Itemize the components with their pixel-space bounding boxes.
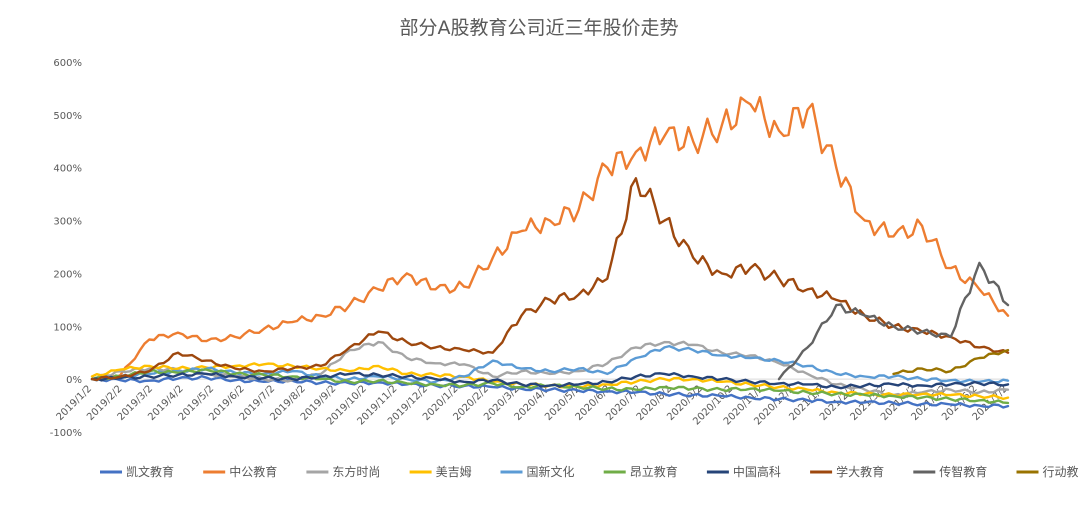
- y-tick-label: 100%: [53, 322, 82, 333]
- legend-item[interactable]: 昂立教育: [604, 464, 678, 479]
- y-tick-label: 500%: [53, 111, 82, 122]
- legend-label: 凯文教育: [126, 464, 174, 479]
- series-line-8: [779, 263, 1008, 379]
- chart-title: 部分A股教育公司近三年股价走势: [400, 17, 679, 39]
- y-tick-label: 200%: [53, 269, 82, 280]
- legend-label: 东方时尚: [332, 464, 380, 479]
- legend-label: 行动教育: [1043, 464, 1079, 479]
- legend-item[interactable]: 中国高科: [707, 464, 781, 479]
- series-lines: [92, 97, 1008, 407]
- series-line-9: [894, 350, 1009, 374]
- y-tick-label: 600%: [53, 58, 82, 69]
- legend-label: 中国高科: [733, 464, 781, 479]
- legend-label: 国新文化: [527, 464, 575, 479]
- legend-item[interactable]: 学大教育: [810, 464, 884, 479]
- series-line-2: [92, 342, 1008, 396]
- legend-label: 学大教育: [836, 464, 884, 479]
- legend-item[interactable]: 凯文教育: [100, 464, 174, 479]
- y-tick-label: 300%: [53, 217, 82, 228]
- legend-label: 中公教育: [229, 464, 277, 479]
- legend-label: 美吉姆: [436, 465, 472, 479]
- legend-label: 传智教育: [939, 464, 987, 479]
- legend-item[interactable]: 中公教育: [203, 464, 277, 479]
- y-tick-label: 0%: [66, 375, 82, 386]
- legend-item[interactable]: 国新文化: [501, 464, 575, 479]
- legend-item[interactable]: 东方时尚: [306, 464, 380, 479]
- y-tick-label: -100%: [50, 428, 82, 439]
- series-line-1: [92, 97, 1008, 380]
- series-line-7: [92, 178, 1008, 380]
- legend-item[interactable]: 传智教育: [913, 464, 987, 479]
- legend-item[interactable]: 行动教育: [1017, 464, 1079, 479]
- legend-item[interactable]: 美吉姆: [410, 465, 472, 479]
- y-tick-label: 400%: [53, 164, 82, 175]
- y-axis: -100% 0% 100% 200% 300% 400% 500% 600%: [50, 58, 82, 439]
- legend-label: 昂立教育: [630, 464, 678, 479]
- legend[interactable]: 凯文教育 中公教育 东方时尚 美吉姆 国新文化 昂立教育 中国高科 学大教育 传智教育 行动教育: [100, 464, 1079, 479]
